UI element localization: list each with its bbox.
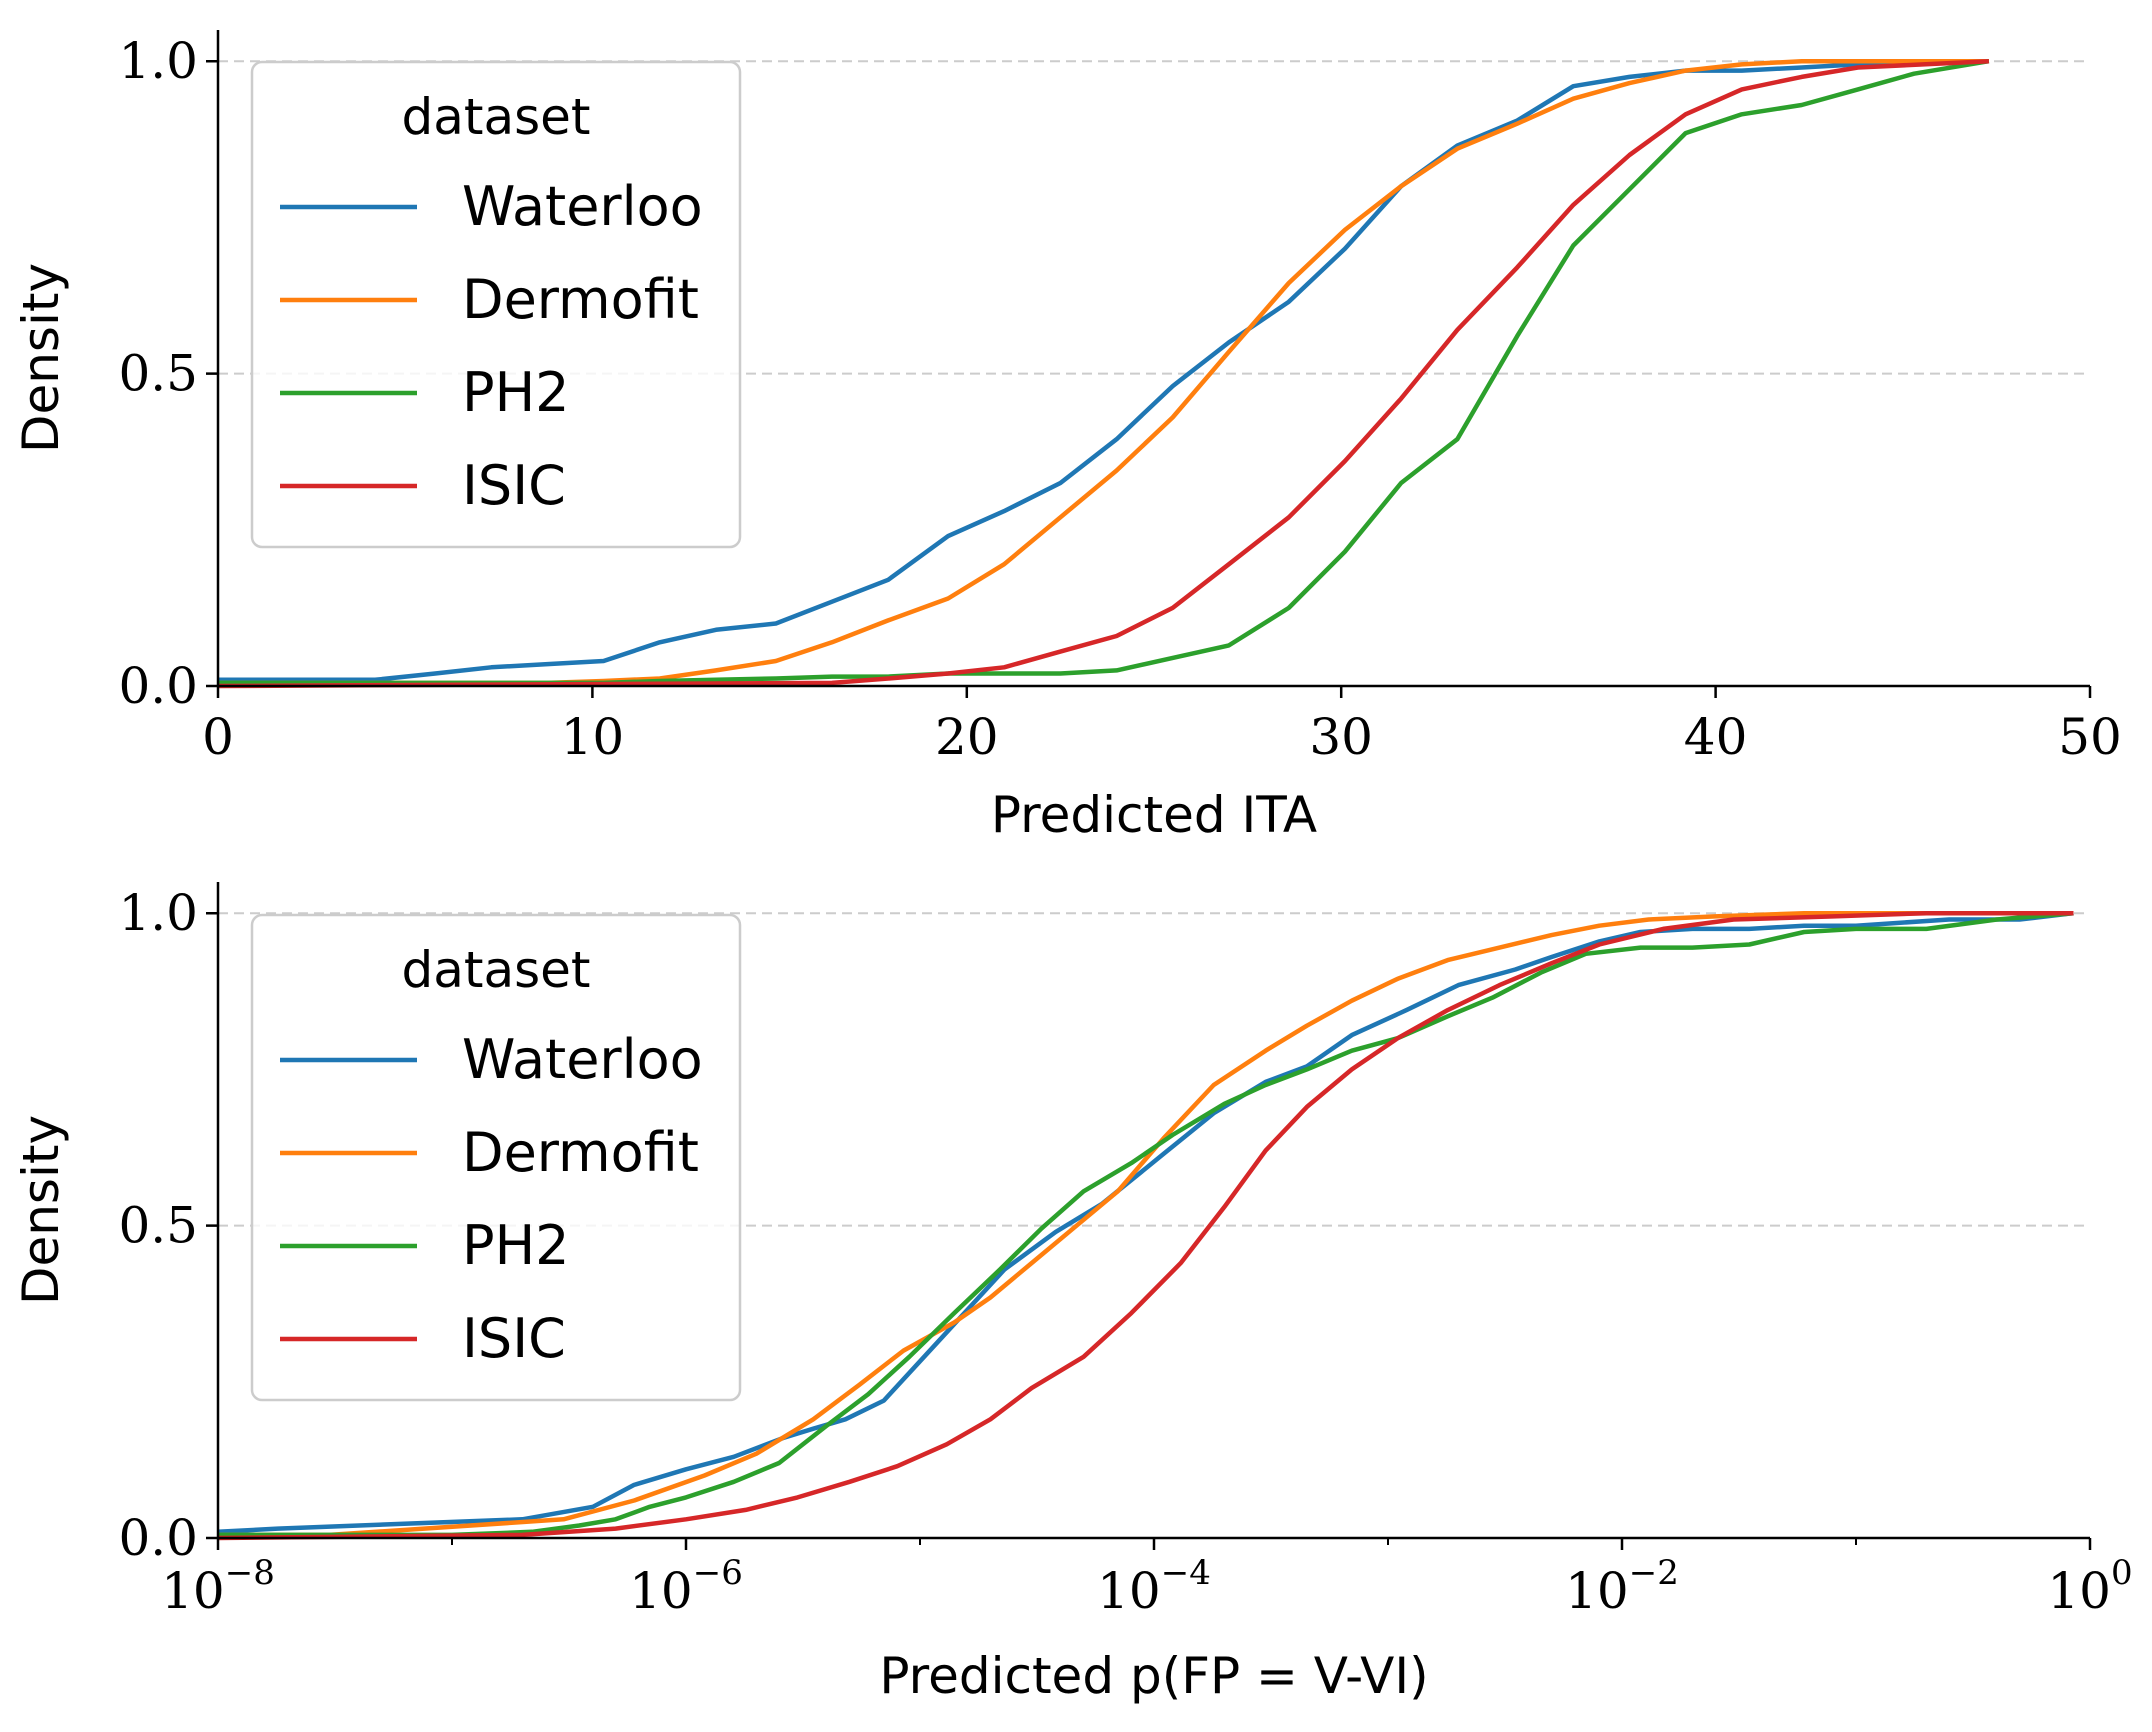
y-tick-label: 1.0	[118, 884, 198, 942]
legend-label: Waterloo	[462, 1028, 703, 1091]
legend-item-isic: ISIC	[280, 454, 566, 517]
legend-item-dermofit: Dermofit	[280, 1121, 699, 1184]
legend-item-isic: ISIC	[280, 1307, 566, 1370]
y-axis-label: Density	[12, 1115, 70, 1305]
y-tick-labels: 0.0 0.5 1.0	[118, 884, 218, 1567]
x-tick-label: 50	[2058, 708, 2122, 766]
y-tick-label: 0.5	[118, 1197, 198, 1255]
x-tick-label: 10	[561, 708, 625, 766]
x-tick-label: 0	[202, 708, 234, 766]
x-tick-label: 10−4	[1097, 1553, 1211, 1620]
x-tick-label: 100	[2047, 1553, 2132, 1620]
x-axis-label: Predicted p(FP = V-VI)	[879, 1647, 1428, 1705]
series-lines	[217, 910, 2074, 1541]
x-tick-label: 20	[935, 708, 999, 766]
legend: dataset Waterloo Dermofit PH2 ISIC	[250, 913, 742, 1402]
y-tick-label: 1.0	[118, 32, 198, 90]
series-line-waterloo	[217, 910, 2074, 1535]
legend-item-ph2: PH2	[280, 1214, 570, 1277]
series-line-dermofit	[218, 910, 2074, 1538]
legend-frame	[250, 913, 742, 1402]
legend-title: dataset	[401, 88, 590, 146]
legend-item-waterloo: Waterloo	[280, 175, 703, 238]
series-line-ph2	[218, 58, 1990, 686]
x-tick-label: 30	[1309, 708, 1373, 766]
series-line-waterloo	[218, 58, 1989, 683]
x-tick-labels: 10−8 10−6 10−4 10−2 100	[161, 1538, 2133, 1620]
y-axis-label: Density	[12, 263, 70, 453]
legend-label: Dermofit	[462, 1121, 699, 1184]
y-tick-labels: 0.0 0.5 1.0	[118, 32, 218, 715]
legend-label: PH2	[462, 1214, 570, 1277]
panel-fp-probability-cdf: 10−8 10−6 10−4 10−2 100 0.0 0.5 1.0 Predicted …	[12, 882, 2133, 1705]
panel-ita-cdf: 0 10 20 30 40 50 0.0 0.5 1.0 Predicted ITA Dens…	[12, 30, 2122, 844]
y-tick-label: 0.0	[118, 1509, 198, 1567]
legend-label: Waterloo	[462, 175, 703, 238]
axes	[216, 30, 2090, 688]
series-line-dermofit	[218, 58, 1989, 686]
y-tick-label: 0.0	[118, 657, 198, 715]
legend-frame	[250, 60, 742, 549]
legend: dataset Waterloo Dermofit PH2 ISIC	[250, 60, 742, 549]
legend-item-ph2: PH2	[280, 361, 570, 424]
legend-item-waterloo: Waterloo	[280, 1028, 703, 1091]
series-line-isic	[217, 58, 1990, 689]
x-axis-label: Predicted ITA	[991, 786, 1317, 844]
series-line-isic	[217, 910, 2074, 1541]
legend-title: dataset	[401, 941, 590, 999]
legend-label: Dermofit	[462, 268, 699, 331]
x-tick-label: 10−8	[161, 1553, 275, 1620]
y-tick-label: 0.5	[118, 345, 198, 403]
x-tick-labels: 0 10 20 30 40 50	[202, 686, 2122, 766]
legend-item-dermofit: Dermofit	[280, 268, 699, 331]
series-line-ph2	[218, 910, 2074, 1538]
legend-label: ISIC	[462, 454, 566, 517]
x-tick-label: 40	[1684, 708, 1748, 766]
legend-label: PH2	[462, 361, 570, 424]
series-lines	[217, 58, 1990, 689]
x-tick-label: 10−2	[1565, 1553, 1679, 1620]
x-tick-label: 10−6	[629, 1553, 743, 1620]
legend-label: ISIC	[462, 1307, 566, 1370]
